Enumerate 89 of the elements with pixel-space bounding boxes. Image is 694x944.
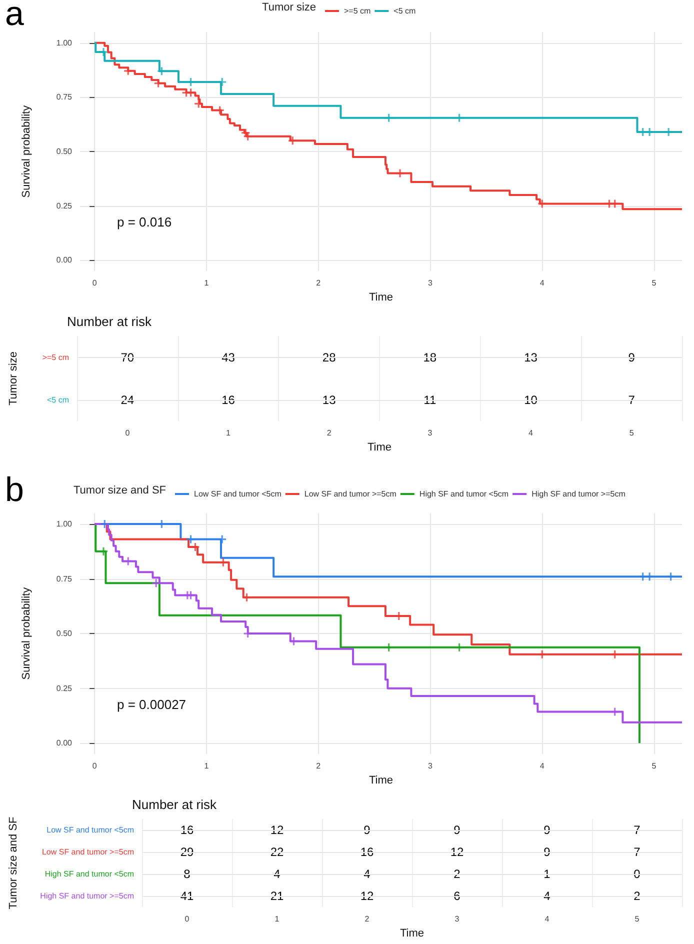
x-tick-label: 0	[184, 914, 190, 924]
x-axis-title: Time	[367, 442, 392, 454]
x-tick-label: 1	[226, 428, 232, 438]
point	[646, 572, 654, 581]
point	[219, 558, 228, 566]
point	[666, 572, 675, 581]
x-tick-label: 0	[92, 278, 98, 288]
x-tick-label: 4	[540, 278, 545, 288]
y-tick-label: 0.00	[56, 256, 73, 265]
y-tick-label: 0.50	[56, 147, 73, 156]
y-tick-label: >=5 cm	[42, 352, 70, 362]
x-axis-title: Time	[368, 292, 394, 304]
point	[455, 643, 464, 652]
point	[100, 520, 109, 528]
point	[218, 535, 226, 544]
y-axis-title: Survival probability	[20, 586, 32, 680]
point	[538, 200, 546, 208]
x-tick-label: 5	[652, 278, 657, 288]
y-axis-title: Tumor size and SF	[8, 816, 20, 910]
chart-title: Number at risk	[67, 314, 152, 329]
x-tick-label: 3	[454, 914, 460, 924]
x-tick-label: 2	[326, 428, 332, 438]
point	[186, 535, 195, 544]
x-tick-label: 2	[364, 914, 370, 924]
y-tick-label: Low SF and tumor >=5cm	[42, 848, 134, 857]
legend-label: <5 cm	[394, 6, 416, 16]
y-tick-label: 1.00	[56, 38, 73, 48]
y-tick-label: 0.00	[56, 738, 73, 748]
x-tick-label: 0	[92, 762, 98, 771]
x-tick-label: 3	[428, 278, 434, 288]
y-tick-label: 0.25	[56, 684, 73, 693]
legend-label: Low SF and tumor >=5cm	[304, 490, 397, 498]
x-tick-label: 0	[125, 428, 130, 438]
legend-label: Low SF and tumor <5cm	[194, 490, 282, 498]
point	[158, 67, 166, 76]
x-tick-label: 5	[652, 762, 657, 771]
point	[124, 66, 132, 75]
point	[455, 114, 464, 122]
x-tick-label: 4	[540, 762, 545, 771]
point	[610, 708, 619, 716]
point	[384, 643, 393, 652]
point	[610, 650, 619, 658]
y-axis-title: Survival probability	[20, 104, 32, 198]
point	[242, 593, 251, 602]
point	[290, 637, 298, 646]
x-tick-label: 4	[528, 428, 534, 438]
y-tick-label: 0.25	[56, 201, 73, 210]
point	[194, 100, 203, 108]
point	[288, 136, 297, 145]
point	[124, 557, 132, 566]
y-tick-label: 0.75	[56, 574, 73, 584]
chart-title: b	[5, 471, 24, 509]
x-tick-label: 2	[316, 278, 322, 288]
x-tick-label: 5	[629, 428, 634, 438]
x-axis-title: Time	[368, 774, 394, 786]
x-tick-label: 3	[428, 762, 434, 771]
y-tick-label: High SF and tumor >=5cm	[40, 892, 134, 901]
x-tick-label: 1	[274, 914, 280, 924]
annotation: p = 0.016	[117, 214, 172, 230]
point	[384, 114, 393, 122]
y-tick-label: 0.75	[56, 92, 73, 102]
y-axis-title: Tumor size	[8, 352, 20, 406]
y-tick-label: Low SF and tumor <5cm	[46, 826, 134, 835]
x-tick-label: 2	[316, 762, 322, 771]
chart-title: Number at risk	[132, 797, 218, 812]
point	[186, 88, 195, 97]
point	[396, 169, 404, 178]
legend-label: >=5 cm	[344, 6, 372, 16]
x-tick-label: 1	[204, 762, 210, 771]
point	[100, 547, 108, 556]
legend-title: Tumor size and SF	[73, 484, 166, 496]
x-tick-label: 3	[428, 428, 433, 438]
point	[154, 79, 162, 88]
chart-title: a	[5, 0, 24, 33]
x-tick-label: 5	[634, 914, 640, 924]
legend-label: High SF and tumor <5cm	[419, 490, 509, 498]
x-axis-title: Time	[400, 928, 424, 940]
legend-title: Tumor size	[262, 2, 316, 14]
legend-label: High SF and tumor >=5cm	[532, 490, 626, 498]
x-tick-label: 1	[204, 278, 210, 288]
x-tick-label: 4	[544, 914, 550, 924]
y-tick-label: 1.00	[56, 519, 73, 528]
annotation: p = 0.00027	[117, 696, 186, 712]
y-tick-label: <5 cm	[46, 395, 70, 404]
y-tick-label: High SF and tumor <5cm	[44, 870, 134, 879]
y-tick-label: 0.50	[56, 629, 73, 638]
point	[244, 132, 252, 140]
point	[610, 200, 619, 208]
point	[538, 650, 546, 658]
